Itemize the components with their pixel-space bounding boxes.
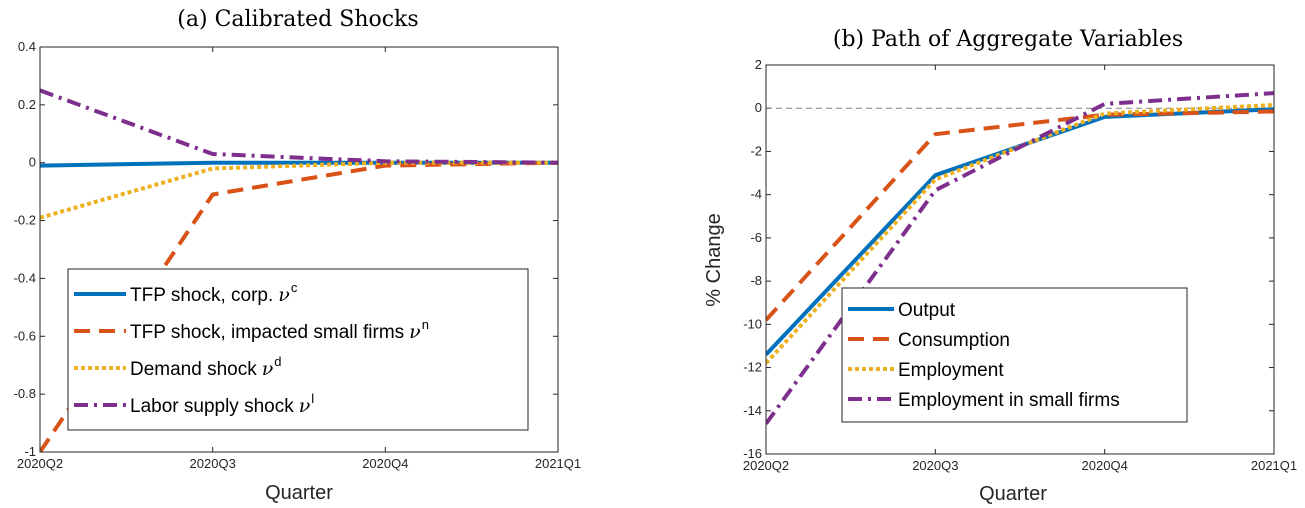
- series-line-3: [40, 160, 558, 220]
- panel-b-x-ticks: 2020Q2 2020Q3 2020Q4 2021Q1: [743, 458, 1297, 473]
- panel-a-calibrated-shocks: (a) Calibrated Shocks 0.4 0.2 0 -0.2 -0.4 -0.…: [14, 7, 582, 504]
- y-tick-label: 0: [755, 100, 762, 115]
- y-tick-label: -14: [743, 403, 762, 418]
- y-tick-label: -0.4: [14, 270, 36, 285]
- legend-label-1: TFP shock, corp.: [130, 285, 273, 306]
- y-tick-label: -1: [24, 444, 36, 459]
- y-tick-label: -4: [750, 187, 762, 202]
- x-tick-label: 2020Q2: [743, 458, 789, 473]
- legend-label-4: Employment in small firms: [898, 390, 1120, 411]
- legend-label-3: Employment: [898, 360, 1004, 381]
- y-tick-label: 0.2: [18, 97, 36, 112]
- panel-b-y-ticks: 2 0 -2 -4 -6 -8 -10 -12 -14 -16: [743, 57, 762, 461]
- legend-label-1: Output: [898, 300, 956, 321]
- y-tick-label: 0: [29, 155, 36, 170]
- panel-b-x-axis-label: Quarter: [979, 483, 1047, 505]
- panel-b-legend: Output Consumption Employment Employment in…: [841, 287, 1188, 423]
- y-tick-label: -16: [743, 446, 762, 461]
- legend-label-4: Labor supply shock: [130, 396, 294, 417]
- legend-label-2: TFP shock, impacted small firms: [130, 322, 404, 343]
- y-tick-label: -10: [743, 316, 762, 331]
- y-tick-label: -0.8: [14, 386, 36, 401]
- y-tick-label: -6: [750, 230, 762, 245]
- panel-b-series-lines: [766, 91, 1274, 425]
- panel-b-axes-box: [765, 64, 1275, 455]
- x-tick-label: 2020Q3: [190, 456, 236, 471]
- legend-symbol-1: ν: [278, 284, 290, 306]
- legend-symbol-3: ν: [262, 358, 274, 380]
- panel-a-title: (a) Calibrated Shocks: [177, 7, 418, 32]
- x-tick-label: 2021Q1: [1251, 458, 1297, 473]
- y-tick-label: -8: [750, 273, 762, 288]
- y-tick-label: -2: [750, 143, 762, 158]
- y-tick-label: -12: [743, 360, 762, 375]
- x-tick-label: 2020Q4: [362, 456, 408, 471]
- x-tick-label: 2020Q3: [912, 458, 958, 473]
- x-tick-label: 2021Q1: [535, 456, 581, 471]
- y-tick-label: 2: [755, 57, 762, 72]
- legend-superscript-1: c: [291, 280, 298, 295]
- panel-b-title: (b) Path of Aggregate Variables: [833, 27, 1183, 52]
- panel-b-aggregate-variables: (b) Path of Aggregate Variables 2 0 -2 -4 -6…: [703, 27, 1297, 505]
- legend-symbol-2: ν: [409, 321, 421, 343]
- legend-superscript-2: n: [422, 317, 429, 332]
- legend-superscript-3: d: [274, 354, 281, 369]
- series-line-2: [766, 109, 1274, 322]
- x-tick-label: 2020Q4: [1082, 458, 1128, 473]
- panel-a-x-axis-label: Quarter: [265, 482, 333, 504]
- legend-box: [67, 268, 529, 431]
- panel-a-x-ticks: 2020Q2 2020Q3 2020Q4 2021Q1: [17, 456, 581, 471]
- series-line-4: [766, 91, 1274, 425]
- legend-label-2: Consumption: [898, 330, 1010, 351]
- legend-label-3: Demand shock: [130, 359, 257, 380]
- y-tick-label: 0.4: [18, 39, 36, 54]
- panel-a-y-ticks: 0.4 0.2 0 -0.2 -0.4 -0.6 -0.8 -1: [14, 39, 36, 459]
- panel-b-y-axis-label: % Change: [703, 213, 725, 306]
- y-tick-label: -0.6: [14, 328, 36, 343]
- legend-superscript-4: l: [311, 391, 314, 406]
- y-tick-label: -0.2: [14, 213, 36, 228]
- panel-a-axes-box: [39, 46, 559, 453]
- legend-symbol-4: ν: [299, 395, 311, 417]
- x-tick-label: 2020Q2: [17, 456, 63, 471]
- legend-box: [841, 287, 1188, 423]
- series-line-4: [40, 88, 558, 165]
